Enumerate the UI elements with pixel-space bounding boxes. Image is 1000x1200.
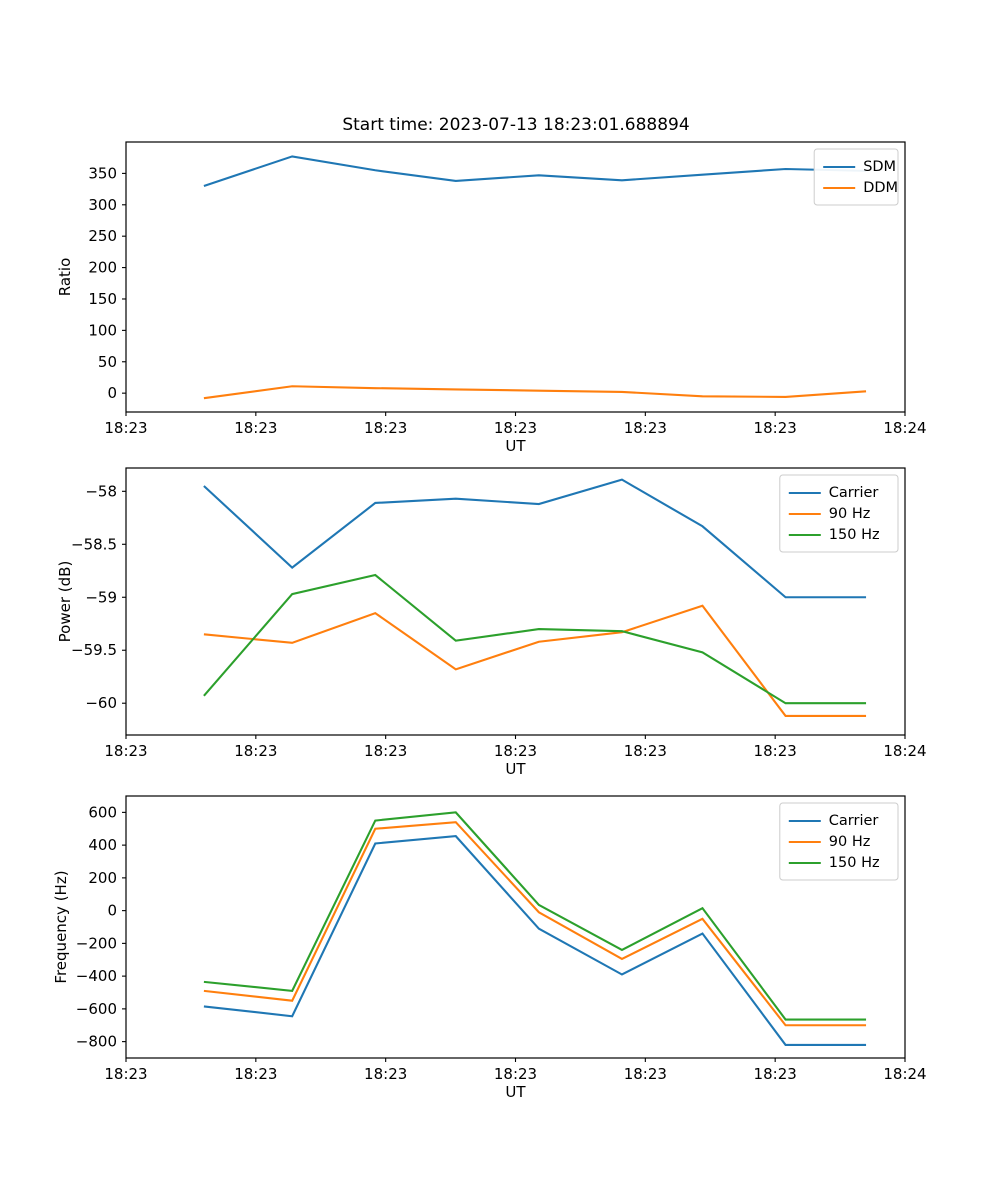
axes-frequency: 18:23 18:23 18:23 18:23 18:23 18:23 18:24 −800 −… [52,795,927,1101]
subplot-frequency: 18:23 18:23 18:23 18:23 18:23 18:23 18:24 −800 −… [0,788,1000,1200]
y-tick-label: 50 [98,353,117,371]
x-tick-label: 18:23 [104,742,147,760]
y-tick-label: 100 [88,321,117,339]
x-tick-label: 18:23 [624,419,667,437]
x-tick-label: 18:23 [234,742,277,760]
series-line-carrier [203,478,867,599]
x-tick-label: 18:23 [624,742,667,760]
legend-label-sdm: SDM [863,159,896,175]
legend-label-150-hz: 150 Hz [829,855,880,871]
x-axis-label: UT [505,437,526,455]
legend-label-90-hz: 90 Hz [829,506,871,522]
x-tick-label: 18:23 [364,1065,407,1083]
legend-label-carrier: Carrier [829,485,879,501]
series-line-90-hz [203,821,867,1027]
legend-label-carrier: Carrier [829,813,879,829]
y-axis-label: Ratio [56,258,74,297]
legend-label-90-hz: 90 Hz [829,834,871,850]
y-tick-label: 400 [88,836,117,854]
x-tick-label: 18:23 [364,419,407,437]
y-tick-label: 0 [107,384,117,402]
x-tick-label: 18:24 [883,419,926,437]
legend[interactable]: Carrier 90 Hz 150 Hz [779,474,899,553]
y-tick-label: 300 [88,196,117,214]
x-tick-label: 18:23 [754,419,797,437]
x-tick-label: 18:24 [883,1065,926,1083]
y-axis-label: Frequency (Hz) [52,870,70,983]
x-tick-label: 18:23 [754,1065,797,1083]
y-axis-label: Power (dB) [56,561,74,643]
subplot-frequency-svg: 18:23 18:23 18:23 18:23 18:23 18:23 18:24 −800 −… [52,795,927,1101]
y-tick-label: 200 [88,869,117,887]
x-tick-label: 18:23 [494,742,537,760]
x-tick-label: 18:23 [494,1065,537,1083]
y-tick-label: 150 [88,290,117,308]
y-tick-label: −600 [76,1000,117,1018]
x-tick-label: 18:23 [754,742,797,760]
y-tick-label: 0 [107,902,117,920]
x-tick-label: 18:23 [104,419,147,437]
y-tick-label: 600 [88,803,117,821]
subplot-power: 18:23 18:23 18:23 18:23 18:23 18:23 18:24 −60 −5… [0,460,1000,788]
subplot-ratio: Start time: 2023-07-13 18:23:01.688894 1… [0,0,1000,460]
legend[interactable]: SDM DDM [813,148,899,206]
y-tick-label: −400 [76,967,117,985]
y-tick-label: −58.5 [71,535,117,553]
series-line-sdm [203,155,867,187]
subplot-ratio-svg: Start time: 2023-07-13 18:23:01.688894 1… [56,115,927,455]
x-tick-label: 18:23 [234,419,277,437]
x-tick-label: 18:23 [364,742,407,760]
x-tick-label: 18:23 [104,1065,147,1083]
figure-title: Start time: 2023-07-13 18:23:01.688894 [342,115,689,135]
axes-ratio: 18:23 18:23 18:23 18:23 18:23 18:23 18:24 0 50 10… [56,141,927,455]
y-tick-label: −59 [85,588,117,606]
legend[interactable]: Carrier 90 Hz 150 Hz [779,802,899,881]
y-tick-label: 350 [88,164,117,182]
y-tick-label: −200 [76,934,117,952]
x-tick-label: 18:23 [624,1065,667,1083]
y-tick-label: −60 [85,694,117,712]
y-tick-label: 200 [88,259,117,277]
legend-label-150-hz: 150 Hz [829,527,880,543]
series-line-ddm [203,385,867,400]
axes-power: 18:23 18:23 18:23 18:23 18:23 18:23 18:24 −60 −5… [56,467,927,778]
series-line-150-hz [203,811,867,1021]
series-line-carrier [203,835,867,1046]
y-tick-label: −59.5 [71,641,117,659]
x-axis-label: UT [505,760,526,778]
x-axis-label: UT [505,1083,526,1101]
y-tick-label: −58 [85,482,117,500]
x-tick-label: 18:23 [234,1065,277,1083]
x-tick-label: 18:23 [494,419,537,437]
y-tick-label: 250 [88,227,117,245]
y-tick-label: −800 [76,1033,117,1051]
series-line-150-hz [203,573,867,705]
series-line-90-hz [203,604,867,717]
x-tick-label: 18:24 [883,742,926,760]
subplot-power-svg: 18:23 18:23 18:23 18:23 18:23 18:23 18:24 −60 −5… [56,467,927,778]
legend-label-ddm: DDM [863,180,898,196]
